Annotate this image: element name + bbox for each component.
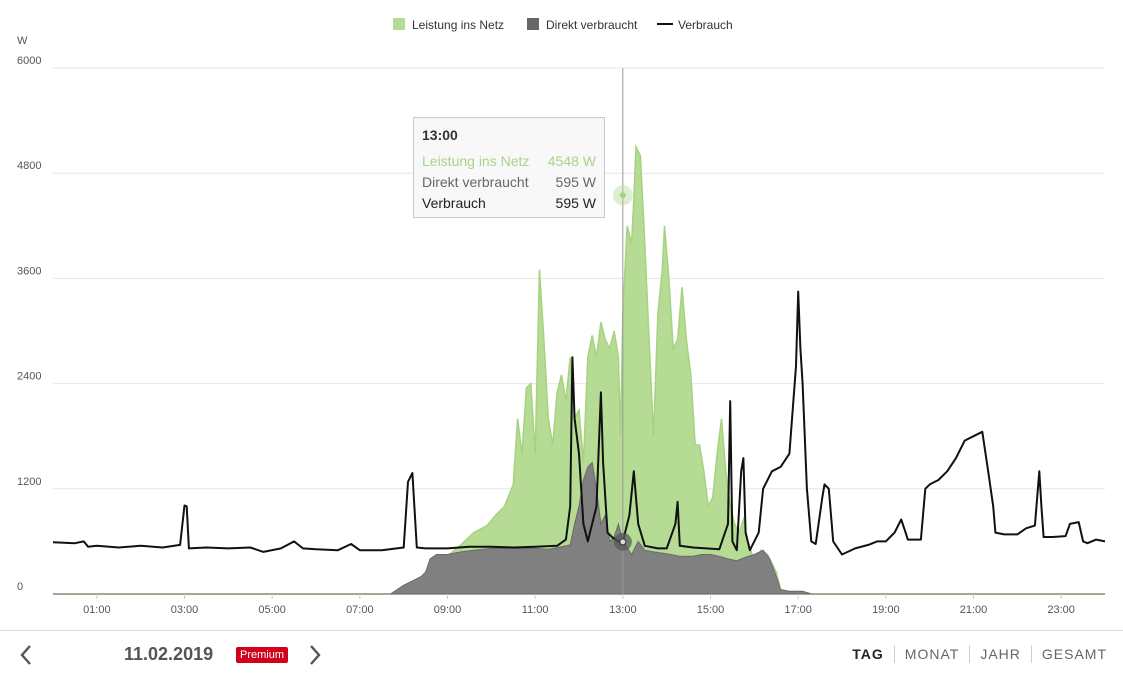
legend-label-direkt: Direkt verbraucht	[546, 18, 638, 32]
legend-label-verbrauch: Verbrauch	[678, 18, 733, 32]
tooltip-label: Verbrauch	[422, 195, 486, 211]
cursor	[612, 68, 633, 594]
tab-tag[interactable]: TAG	[852, 646, 884, 662]
y-tick-label: 6000	[17, 55, 41, 67]
y-tick-label: 1200	[17, 476, 41, 488]
tooltip-value: 595 W	[555, 195, 596, 211]
x-tick-label: 13:00	[609, 604, 637, 616]
tooltip-value: 4548 W	[547, 153, 596, 169]
tooltip-label: Direkt verbraucht	[422, 174, 529, 190]
y-tick-label: 4800	[17, 160, 41, 172]
series-verbrauch	[52, 290, 1106, 556]
x-tick-label: 19:00	[872, 604, 900, 616]
y-axis-unit: W	[17, 35, 28, 47]
tooltip-row-verbrauch: Verbrauch 595 W	[422, 193, 596, 214]
legend-label-leistung: Leistung ins Netz	[412, 18, 504, 32]
period-tabs: TAG MONAT JAHR GESAMT	[842, 645, 1117, 663]
cursor-marker-leistung	[619, 192, 626, 199]
tooltip: 13:00 Leistung ins Netz 4548 W Direkt ve…	[413, 117, 605, 218]
tooltip-label: Leistung ins Netz	[422, 153, 530, 169]
y-tick-label: 3600	[17, 265, 41, 277]
date-label[interactable]: 11.02.2019	[124, 644, 214, 664]
next-day-button[interactable]	[305, 643, 325, 667]
legend-item-verbrauch[interactable]: Verbrauch	[657, 18, 733, 32]
cursor-marker-verbrauch	[619, 538, 627, 546]
y-tick-label: 0	[17, 581, 23, 593]
x-tick-label: 07:00	[346, 604, 374, 616]
tooltip-row-leistung: Leistung ins Netz 4548 W	[422, 151, 596, 172]
tab-gesamt[interactable]: GESAMT	[1030, 645, 1117, 663]
x-tick-label: 21:00	[960, 604, 988, 616]
legend-item-leistung[interactable]: Leistung ins Netz	[393, 18, 504, 32]
date-navigation: 11.02.2019 Premium TAG MONAT JAHR GESAMT	[0, 630, 1123, 676]
x-tick-label: 05:00	[258, 604, 286, 616]
legend-item-direkt[interactable]: Direkt verbraucht	[527, 18, 638, 32]
y-tick-label: 2400	[17, 371, 41, 383]
x-tick-label: 23:00	[1047, 604, 1075, 616]
tooltip-value: 595 W	[555, 174, 596, 190]
x-tick-label: 03:00	[171, 604, 199, 616]
legend: Leistung ins Netz Direkt verbraucht Verb…	[393, 18, 733, 32]
tab-jahr[interactable]: JAHR	[969, 645, 1031, 663]
legend-swatch-leistung	[393, 18, 405, 30]
legend-swatch-direkt	[527, 18, 539, 30]
premium-badge: Premium	[236, 647, 289, 663]
x-tick-label: 17:00	[784, 604, 812, 616]
x-tick-label: 15:00	[697, 604, 725, 616]
series	[52, 143, 1106, 595]
tooltip-row-direkt: Direkt verbraucht 595 W	[422, 172, 596, 193]
ticks: 0 1200 2400 3600 4800 6000 01:00 03:00 05:00 07:0…	[17, 55, 1075, 616]
tooltip-title: 13:00	[422, 127, 458, 143]
prev-day-button[interactable]	[16, 643, 36, 667]
x-tick-label: 11:00	[522, 604, 549, 616]
chevron-left-icon	[20, 645, 31, 665]
chevron-right-icon	[310, 645, 321, 665]
tab-monat[interactable]: MONAT	[893, 645, 970, 663]
series-direkt-verbraucht	[53, 461, 1105, 595]
x-tick-label: 01:00	[83, 604, 111, 616]
energy-chart: Leistung ins Netz Direkt verbraucht Verb…	[17, 18, 1106, 616]
x-tick-label: 09:00	[434, 604, 462, 616]
